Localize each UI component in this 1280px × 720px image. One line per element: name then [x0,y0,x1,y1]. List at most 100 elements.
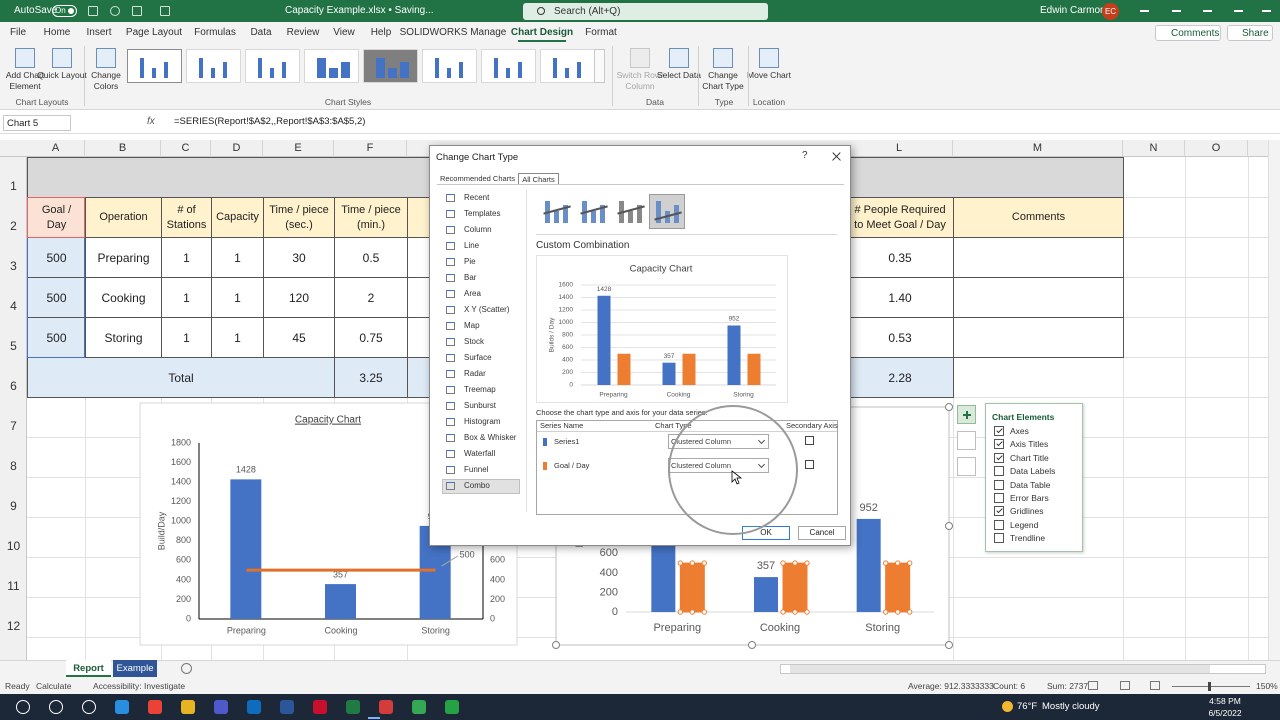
taskbar-icon[interactable] [49,700,63,714]
ribbon-tab[interactable]: Insert [86,27,112,38]
chart-style-thumb[interactable] [186,49,241,83]
secondary-axis-checkbox[interactable] [805,460,814,469]
ribbon-tab[interactable]: Chart Design [510,27,574,38]
column-header[interactable]: O [1185,140,1248,157]
combo-variant[interactable] [612,194,648,229]
column-header[interactable]: E [263,140,334,157]
taskbar-icon[interactable] [181,700,195,714]
taskbar-icon[interactable] [346,700,360,714]
cell[interactable]: Total [27,357,335,398]
chart-type-item[interactable]: Sunburst [464,401,497,410]
ribbon-tab[interactable]: Format [585,27,617,38]
checkbox[interactable] [994,452,1004,463]
cell[interactable]: Operation [85,197,162,238]
chart-type-item[interactable]: Templates [464,209,501,218]
view-button[interactable] [1150,681,1160,690]
chart-style-thumb[interactable] [127,49,182,83]
element-label[interactable]: Trendline [1010,533,1046,544]
row-header[interactable]: 7 [10,419,17,433]
checkbox[interactable] [994,466,1004,477]
chart-type-item[interactable]: X Y (Scatter) [464,305,510,314]
window-control[interactable] [1234,10,1243,12]
row-header[interactable]: 8 [10,459,17,473]
ribbon-tab[interactable]: Help [370,27,392,38]
cell[interactable]: 500 [27,277,86,318]
cell[interactable]: 2.28 [846,357,954,398]
taskbar-icon[interactable] [115,700,129,714]
ribbon-button-label[interactable]: Quick Layout [37,70,87,80]
column-header[interactable]: D [211,140,263,157]
chart-type-item[interactable]: Bar [464,273,477,282]
window-control[interactable] [1172,10,1181,12]
taskbar-icon[interactable] [16,700,30,714]
ribbon-button-icon[interactable] [759,48,779,68]
chart-type-item[interactable]: Pie [464,257,476,266]
search-box[interactable]: Search (Alt+Q) [523,3,768,20]
chart-type-item[interactable]: Funnel [464,465,489,474]
sheet-tab[interactable]: Example [113,660,157,677]
chart-style-thumb[interactable] [481,49,536,83]
chart-type-item[interactable]: Surface [464,353,492,362]
chart-style-thumb[interactable] [304,49,359,83]
taskbar-icon[interactable] [82,700,96,714]
ribbon-button-icon[interactable] [630,48,650,68]
ribbon-tab[interactable]: File [9,27,27,38]
sheet-tab[interactable]: Report [66,660,111,677]
element-label[interactable]: Error Bars [1010,493,1049,503]
element-label[interactable]: Chart Title [1010,452,1049,463]
ribbon-button-icon[interactable] [713,48,733,68]
dialog-tab[interactable]: All Charts [518,173,559,185]
ribbon-button-label[interactable]: Move Chart [747,70,791,80]
secondary-axis-checkbox[interactable] [805,436,814,445]
chart-side-button[interactable] [957,431,976,450]
row-header[interactable]: 12 [6,619,21,633]
checkbox[interactable] [994,533,1004,544]
chart-type-item[interactable]: Line [464,241,480,250]
ribbon-button-icon[interactable] [96,48,116,68]
checkbox[interactable] [994,493,1004,503]
cell[interactable]: 1 [161,277,212,318]
status-item[interactable]: Calculate [36,681,72,691]
dialog-tab[interactable]: Recommended Charts [439,174,516,183]
cell[interactable]: Time / piece (min.) [334,197,408,238]
cell[interactable]: 1 [211,237,264,278]
ribbon-tab[interactable]: Review [286,27,320,38]
window-control[interactable] [1140,10,1149,12]
row-header[interactable]: 9 [10,499,17,513]
name-box[interactable]: Chart 5 [3,115,71,131]
element-label[interactable]: Data Labels [1010,466,1056,477]
ribbon-tab[interactable]: SOLIDWORKS Manage [399,27,507,38]
clock-date[interactable]: 6/5/2022 [1208,708,1242,718]
ribbon-button-icon[interactable] [15,48,35,68]
ribbon-tab[interactable]: Formulas [194,27,236,38]
chart-side-button[interactable] [957,457,976,476]
ribbon-button-label[interactable]: Add Chart Element [5,70,45,91]
chart-style-thumb[interactable] [245,49,300,83]
cancel-button[interactable]: Cancel [798,526,846,540]
column-header[interactable]: L [846,140,953,157]
cell[interactable]: Comments [953,197,1124,238]
taskbar-icon[interactable] [280,700,294,714]
window-control[interactable] [1203,10,1212,12]
status-item[interactable]: Accessibility: Investigate [93,681,186,691]
formula-text[interactable]: =SERIES(Report!$A$2,,Report!$A$3:$A$5,2) [174,116,366,127]
cell[interactable]: Preparing [85,237,162,278]
chart-type-dropdown[interactable]: Clustered Column [668,434,769,449]
cell[interactable]: Cooking [85,277,162,318]
element-label[interactable]: Legend [1010,519,1039,530]
column-header[interactable]: B [85,140,161,157]
quick-access-icon[interactable] [160,6,170,16]
autosave-toggle[interactable]: On [52,5,77,17]
cell[interactable]: 500 [27,237,86,278]
column-header[interactable]: A [27,140,85,157]
chart-type-item[interactable]: Histogram [464,417,501,426]
add-sheet[interactable] [181,663,192,674]
ribbon-tab[interactable]: View [333,27,355,38]
ribbon-button-label[interactable]: Switch Row/ Column [616,70,664,91]
view-button[interactable] [1120,681,1130,690]
checkbox[interactable] [994,479,1004,490]
chart-type-item[interactable]: Treemap [464,385,496,394]
chart-type-item[interactable]: Combo [464,481,490,490]
cell[interactable]: 1 [161,237,212,278]
chart-type-item[interactable]: Radar [464,369,486,378]
